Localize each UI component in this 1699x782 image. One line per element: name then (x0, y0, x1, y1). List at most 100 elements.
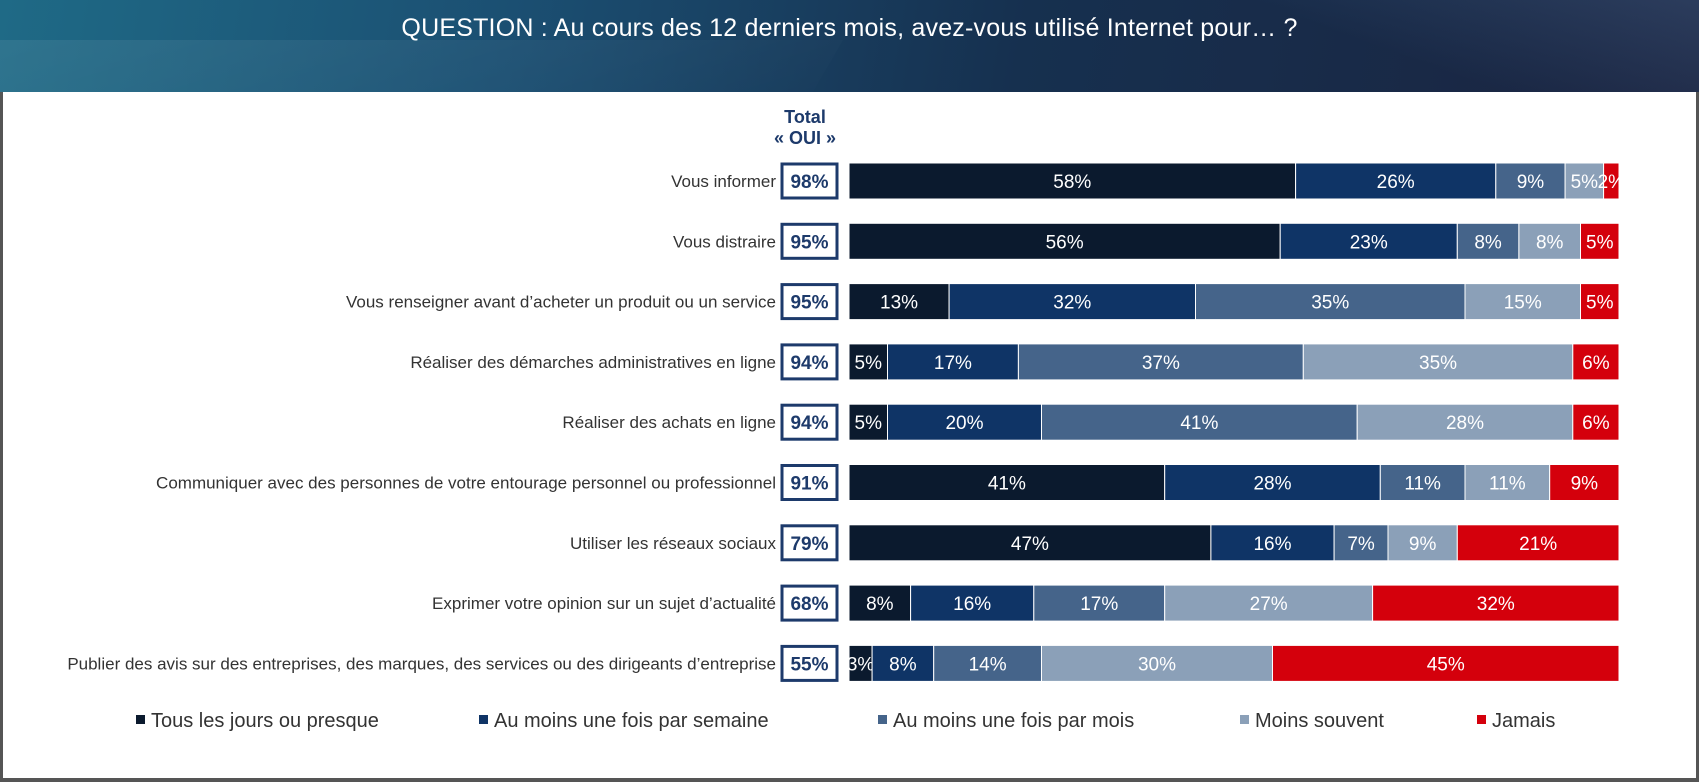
legend-item: Tous les jours ou presque (136, 710, 379, 733)
legend-label: Au moins une fois par mois (893, 710, 1135, 732)
bar-value-label: 5% (855, 413, 883, 434)
question-title: QUESTION : Au cours des 12 derniers mois… (401, 14, 1298, 42)
bar-value-label: 16% (1253, 534, 1291, 555)
bar-value-label: 9% (1517, 172, 1545, 193)
bar-segment (1495, 162, 1566, 200)
legend-label: Moins souvent (1255, 710, 1384, 732)
bar-segment (848, 524, 1212, 562)
bar-value-label: 8% (866, 594, 894, 615)
bar-value-label: 23% (1350, 232, 1388, 253)
bar-segment (948, 283, 1196, 321)
bar-segment (848, 403, 888, 441)
total-oui-header: Total « OUI » (765, 107, 845, 149)
total-oui-value: 94% (790, 413, 828, 434)
category-label: Vous distraire (673, 232, 776, 251)
total-oui-box (780, 343, 839, 381)
bar-value-label: 41% (1180, 413, 1218, 434)
legend-swatch (878, 715, 887, 724)
bar-segment (910, 584, 1035, 622)
bar-segment (1272, 644, 1620, 682)
bar-value-label: 47% (1011, 534, 1049, 555)
bar-segment (1603, 162, 1620, 200)
bar-segment (1518, 222, 1582, 260)
bar-segment (1333, 524, 1389, 562)
bar-segment (848, 343, 888, 381)
bar-value-label: 5% (855, 353, 883, 374)
bar-value-label: 28% (1253, 474, 1291, 495)
bar-value-label: 32% (1477, 594, 1515, 615)
category-label: Vous renseigner avant d’acheter un produ… (346, 293, 776, 312)
bar-segment (1279, 222, 1458, 260)
total-oui-value: 55% (790, 654, 828, 675)
bar-value-label: 11% (1489, 474, 1526, 495)
legend-item: Au moins une fois par mois (878, 710, 1134, 733)
legend-label: Au moins une fois par semaine (494, 710, 769, 732)
bar-value-label: 56% (1046, 232, 1084, 253)
frame-bottom (0, 778, 1699, 782)
bar-value-label: 17% (934, 353, 972, 374)
category-label: Utiliser les réseaux sociaux (570, 534, 776, 553)
bar-value-label: 8% (889, 654, 917, 675)
bar-segment (1456, 524, 1620, 562)
bar-segment (933, 644, 1043, 682)
category-label: Publier des avis sur des entreprises, de… (67, 654, 776, 673)
legend-label: Jamais (1492, 710, 1556, 732)
legend-item: Jamais (1477, 710, 1555, 733)
bar-value-label: 16% (953, 594, 991, 615)
total-oui-value: 94% (790, 353, 828, 374)
total-oui-box (780, 162, 839, 200)
bar-segment (1580, 222, 1620, 260)
legend-item: Moins souvent (1240, 710, 1384, 733)
total-oui-box (780, 644, 839, 682)
bar-value-label: 2% (1598, 172, 1626, 193)
bar-value-label: 32% (1053, 293, 1091, 314)
total-oui-value: 68% (790, 594, 828, 615)
bar-value-label: 21% (1519, 534, 1557, 555)
category-label: Réaliser des achats en ligne (562, 413, 776, 432)
bar-value-label: 45% (1427, 654, 1465, 675)
legend-swatch (136, 715, 145, 724)
bar-value-label: 6% (1582, 353, 1610, 374)
legend-swatch (1477, 715, 1486, 724)
bar-value-label: 26% (1377, 172, 1415, 193)
bar-value-label: 28% (1446, 413, 1484, 434)
bar-value-label: 9% (1571, 474, 1599, 495)
bar-segment (1549, 464, 1620, 501)
total-header-line2: « OUI » (773, 128, 837, 148)
bar-value-label: 5% (1586, 232, 1614, 253)
bar-segment (1464, 283, 1581, 321)
header-banner: QUESTION : Au cours des 12 derniers mois… (0, 0, 1699, 92)
total-oui-box (780, 584, 839, 622)
total-oui-value: 95% (790, 293, 828, 314)
bar-segment (1572, 343, 1620, 381)
bar-value-label: 5% (1571, 172, 1599, 193)
legend-swatch (479, 715, 488, 724)
bar-value-label: 14% (969, 654, 1007, 675)
legend-item: Au moins une fois par semaine (479, 710, 769, 733)
bar-segment (1017, 343, 1304, 381)
bar-value-label: 9% (1409, 534, 1437, 555)
total-oui-value: 98% (790, 172, 828, 193)
bar-value-label: 30% (1138, 654, 1176, 675)
bar-value-label: 35% (1311, 293, 1349, 314)
bar-segment (1033, 584, 1166, 622)
bar-value-label: 13% (880, 293, 918, 314)
bar-value-label: 7% (1347, 534, 1375, 555)
category-label: Communiquer avec des personnes de votre … (156, 474, 776, 493)
bar-segment (1295, 162, 1497, 200)
total-oui-value: 91% (790, 474, 828, 495)
frame-right (1696, 92, 1699, 782)
bar-value-label: 58% (1053, 172, 1091, 193)
bar-segment (1580, 283, 1620, 321)
legend-swatch (1240, 715, 1249, 724)
total-oui-box (780, 524, 839, 562)
bar-value-label: 11% (1404, 474, 1441, 495)
bar-segment (1464, 464, 1551, 501)
bar-segment (1356, 403, 1574, 441)
total-oui-value: 95% (790, 232, 828, 253)
chart-legend: Tous les jours ou presque Au moins une fo… (0, 710, 1699, 740)
bar-segment (1564, 162, 1605, 200)
category-label: Réaliser des démarches administratives e… (410, 353, 776, 372)
bar-value-label: 27% (1250, 594, 1288, 615)
